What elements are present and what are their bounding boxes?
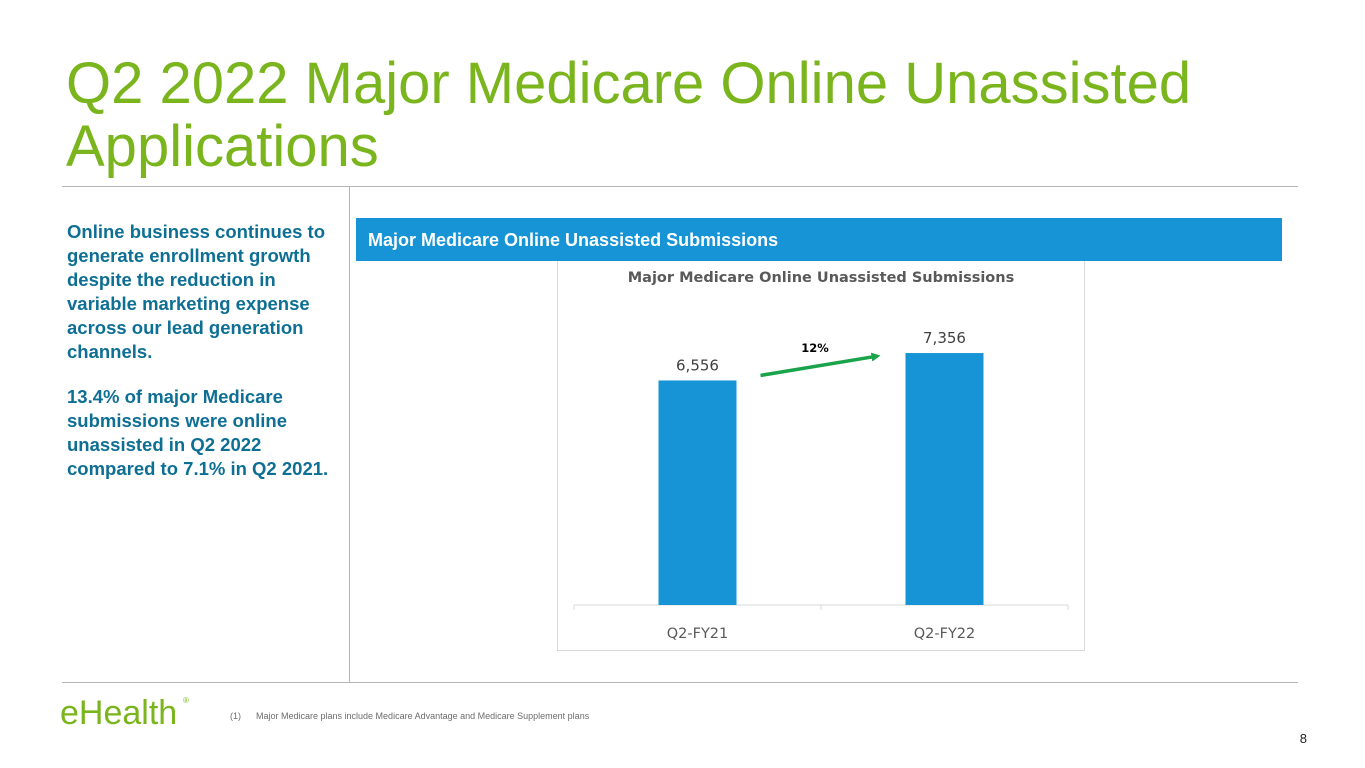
page-number: 8	[1299, 731, 1307, 746]
top-divider	[62, 186, 1298, 187]
footnote: (1) Major Medicare plans include Medicare…	[230, 711, 589, 721]
logo-registered-mark: ®	[183, 696, 189, 705]
slide-title: Q2 2022 Major Medicare Online Unassisted…	[66, 51, 1192, 179]
footnote-number: (1)	[230, 711, 241, 721]
x-axis	[573, 604, 1069, 610]
left-commentary: Online business continues to generate en…	[67, 220, 329, 502]
bar-q2-fy22	[905, 353, 984, 605]
value-label-q2-fy22: 7,356	[923, 329, 966, 347]
category-labels-group: Q2-FY21 Q2-FY22	[667, 626, 976, 642]
value-labels-group: 6,556 7,356	[676, 329, 966, 374]
ehealth-logo: eHealth ®	[60, 694, 189, 730]
section-banner: Major Medicare Online Unassisted Submiss…	[356, 218, 1282, 261]
bar-q2-fy21	[658, 380, 737, 605]
footnote-text: Major Medicare plans include Medicare Ad…	[256, 711, 590, 721]
growth-percent-label: 12%	[801, 341, 829, 355]
value-label-q2-fy21: 6,556	[676, 356, 719, 374]
growth-arrow-icon	[760, 352, 881, 378]
submissions-chart: Major Medicare Online Unassisted Submiss…	[573, 270, 1069, 642]
growth-annotation: 12%	[760, 341, 881, 378]
vertical-divider	[349, 187, 350, 682]
commentary-paragraph-1: Online business continues to generate en…	[67, 221, 326, 362]
bottom-divider	[62, 682, 1298, 683]
category-label-q2-fy21: Q2-FY21	[667, 626, 729, 642]
logo-text: eHealth	[60, 694, 177, 730]
commentary-paragraph-2: 13.4% of major Medicare submissions were…	[67, 386, 329, 479]
bars-group	[658, 353, 984, 605]
category-label-q2-fy22: Q2-FY22	[914, 626, 976, 642]
chart-container: Major Medicare Online Unassisted Submiss…	[557, 261, 1085, 651]
chart-title: Major Medicare Online Unassisted Submiss…	[628, 270, 1014, 286]
section-banner-label: Major Medicare Online Unassisted Submiss…	[368, 230, 779, 250]
